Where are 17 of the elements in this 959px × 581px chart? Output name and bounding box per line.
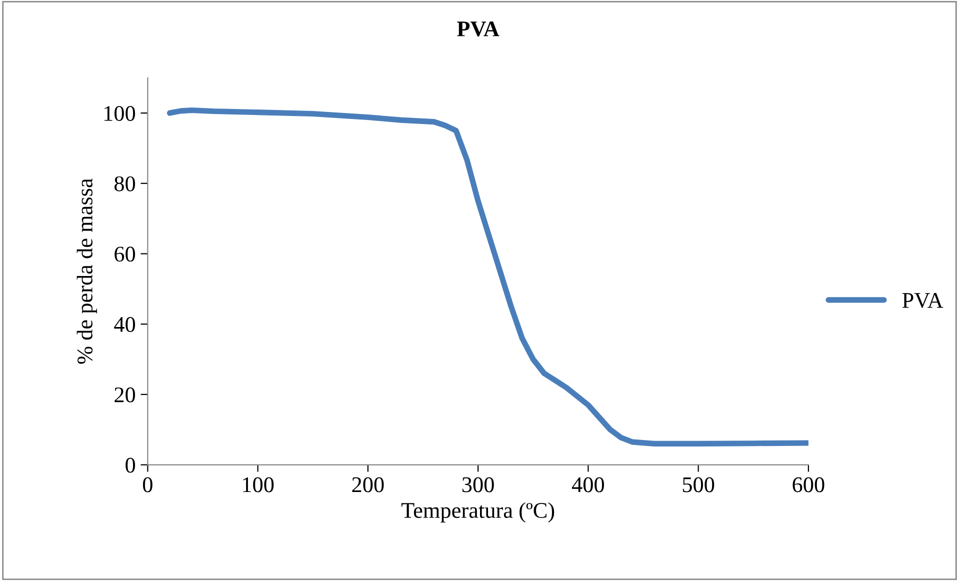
x-tick-label: 600 xyxy=(792,477,824,492)
x-tick-label: 200 xyxy=(352,477,384,492)
x-tick-label: 300 xyxy=(462,477,494,492)
legend-label: PVA xyxy=(902,293,944,308)
y-tick-label: 20 xyxy=(114,387,136,402)
y-axis-title: % de perda de massa xyxy=(76,178,97,364)
y-tick-label: 60 xyxy=(114,246,136,262)
x-tick-label: 500 xyxy=(682,477,714,492)
y-tick-label: 80 xyxy=(114,176,136,192)
x-tick-label: 100 xyxy=(243,477,274,492)
x-axis-title: Temperatura (ºC) xyxy=(401,502,554,522)
x-tick-label: 0 xyxy=(142,477,152,492)
chart-title: PVA xyxy=(457,22,500,37)
y-tick-label: 0 xyxy=(126,458,136,473)
y-tick-label: 40 xyxy=(114,317,136,332)
y-tick-label: 100 xyxy=(104,106,136,121)
x-tick-label: 400 xyxy=(572,477,604,492)
